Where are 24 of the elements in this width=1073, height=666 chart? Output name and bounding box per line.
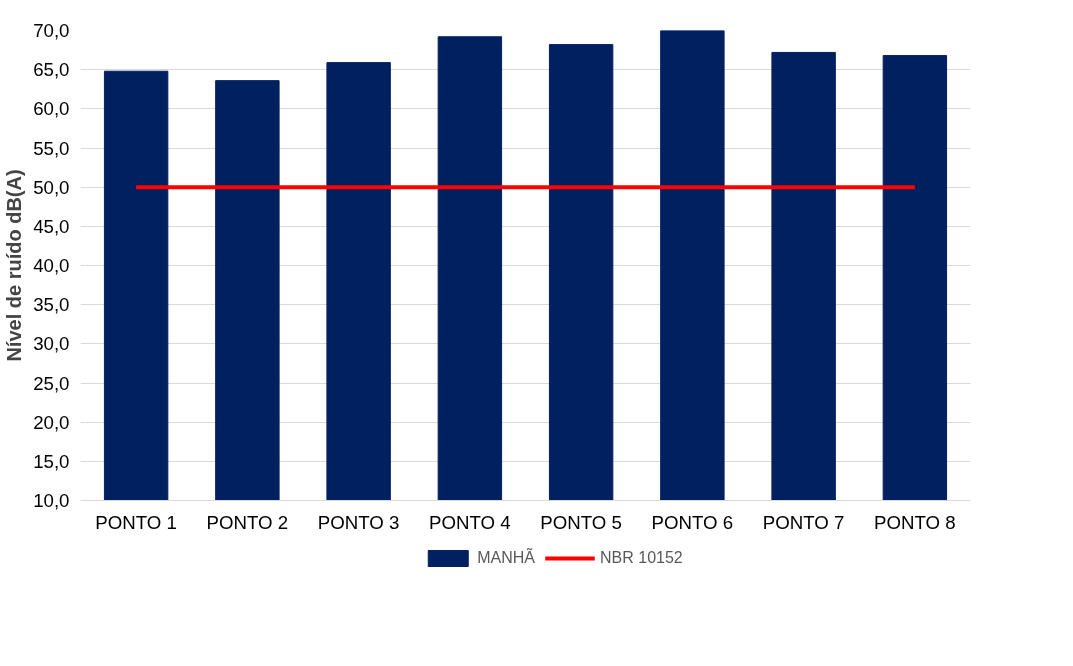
- x-tick-label: PONTO 6: [651, 511, 734, 533]
- x-tick-label: PONTO 5: [540, 511, 622, 533]
- x-tick-label: PONTO 3: [317, 511, 400, 533]
- y-tick-label: 60,0: [33, 98, 70, 120]
- y-tick-label: 45,0: [33, 215, 70, 237]
- y-tick-label: 65,0: [33, 59, 70, 81]
- y-tick-label: 35,0: [33, 294, 70, 316]
- y-tick-label: 20,0: [33, 411, 70, 433]
- y-tick-label: 70,0: [33, 20, 70, 41]
- legend-label: NBR 10152: [600, 548, 683, 567]
- y-tick-label: 40,0: [33, 255, 70, 276]
- x-tick-label: PONTO 2: [206, 511, 289, 533]
- y-tick-label: 50,0: [33, 176, 70, 198]
- x-tick-label: PONTO 7: [762, 511, 845, 533]
- x-tick-label: PONTO 1: [95, 511, 177, 533]
- x-tick-label: PONTO 4: [429, 511, 511, 533]
- y-tick-label: 15,0: [33, 450, 70, 472]
- y-tick-label: 30,0: [33, 333, 70, 355]
- legend-label: MANHÃ: [477, 548, 536, 567]
- y-tick-label: 55,0: [33, 137, 70, 159]
- y-tick-label: 25,0: [33, 372, 70, 394]
- x-tick-label: PONTO 8: [874, 511, 956, 533]
- y-axis-title: Nível de ruído dB(A): [3, 169, 26, 362]
- y-tick-label: 10,0: [33, 490, 70, 511]
